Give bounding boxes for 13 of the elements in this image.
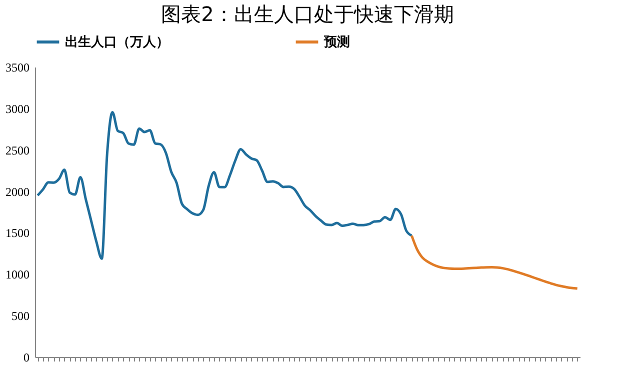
legend-label: 预测 xyxy=(323,35,350,50)
y-tick-label: 0 xyxy=(24,350,30,364)
legend-label: 出生人口（万人） xyxy=(65,35,169,50)
line-series xyxy=(410,234,579,290)
y-tick-label: 3500 xyxy=(6,60,30,74)
y-tick-label: 2500 xyxy=(6,143,30,158)
y-tick-label: 1500 xyxy=(6,226,30,240)
line-series xyxy=(36,110,413,260)
y-tick-label: 2000 xyxy=(6,184,30,199)
chart-title: 图表2：出生人口处于快速下滑期 xyxy=(161,2,454,26)
y-tick-label: 1000 xyxy=(6,268,30,282)
y-tick-label: 3000 xyxy=(6,102,30,116)
y-tick-label: 500 xyxy=(12,309,30,324)
